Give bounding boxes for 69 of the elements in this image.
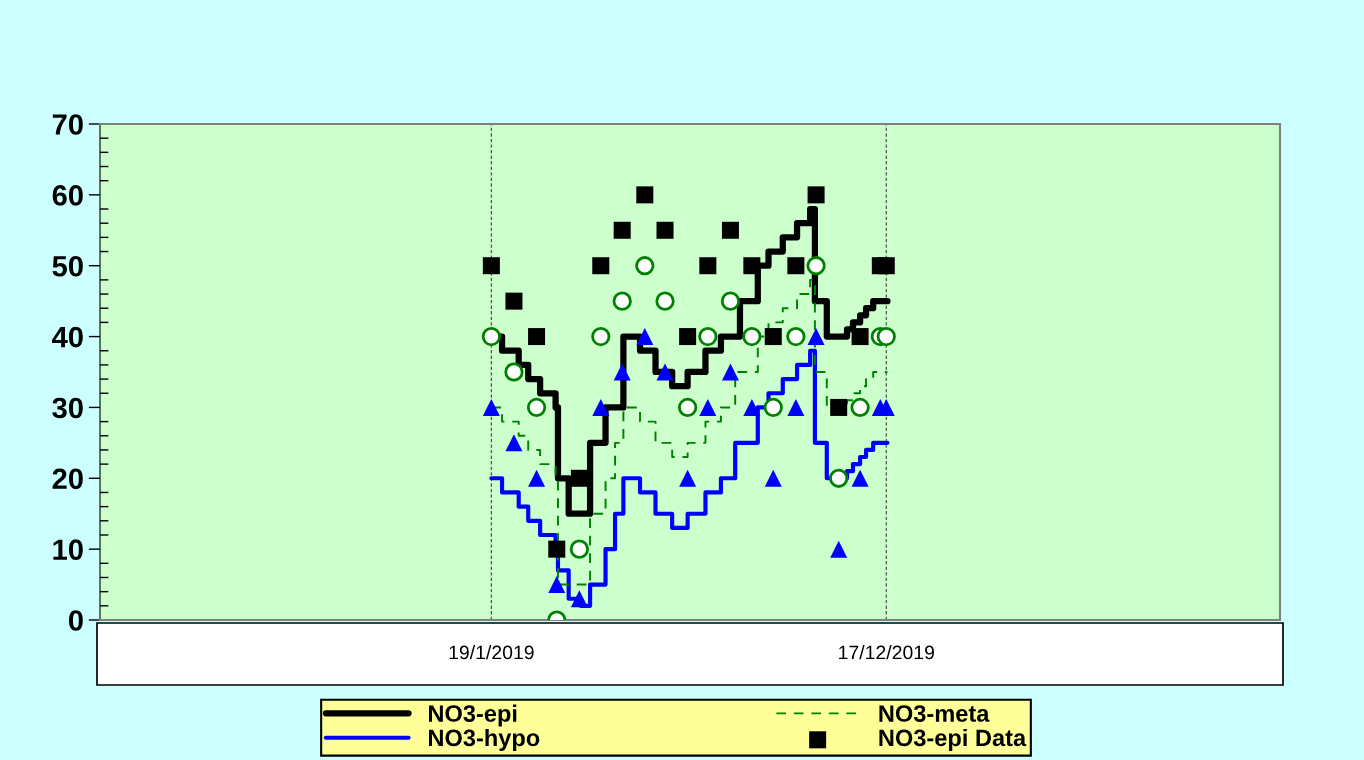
- point: [807, 186, 825, 204]
- point: [613, 363, 631, 381]
- point: [504, 362, 524, 382]
- point: [764, 328, 782, 346]
- point: [679, 328, 697, 346]
- point: [569, 539, 589, 559]
- point: [656, 221, 674, 239]
- point: [679, 469, 697, 487]
- point: [721, 221, 739, 239]
- point: [592, 398, 610, 416]
- point: [851, 469, 869, 487]
- y-tick-label: 10: [53, 539, 83, 560]
- point: [482, 257, 500, 275]
- legend-label: NO3-epi Data: [879, 728, 1027, 751]
- point: [850, 397, 870, 418]
- point: [743, 398, 761, 416]
- point: [830, 398, 848, 416]
- x-tick-label: 19/1/2019: [449, 645, 534, 660]
- point: [851, 328, 869, 346]
- point: [612, 291, 632, 311]
- point: [830, 540, 848, 558]
- point: [786, 326, 806, 347]
- point: [720, 291, 741, 311]
- point: [787, 398, 805, 416]
- point: [481, 326, 501, 347]
- y-tick-label: 70: [52, 114, 83, 135]
- point: [806, 256, 826, 276]
- point: [528, 328, 546, 346]
- point: [876, 326, 896, 347]
- point: [528, 469, 546, 487]
- point: [526, 397, 547, 418]
- point: [570, 590, 588, 608]
- point: [763, 397, 783, 418]
- point: [743, 257, 761, 275]
- point: [591, 326, 611, 347]
- y-tick-label: 20: [52, 468, 83, 490]
- point: [742, 326, 762, 347]
- point: [655, 291, 675, 311]
- point: [787, 257, 805, 275]
- point: [570, 469, 588, 487]
- point: [829, 468, 849, 488]
- point: [678, 397, 698, 418]
- point: [635, 256, 655, 276]
- point: [613, 221, 631, 239]
- point: [721, 363, 739, 381]
- x-tick-label: 17/12/2019: [839, 645, 935, 660]
- legend-label: NO3-epi: [429, 704, 517, 727]
- point: [699, 257, 717, 275]
- point: [807, 328, 825, 346]
- point: [764, 469, 782, 487]
- point: [656, 363, 674, 381]
- point: [482, 398, 500, 416]
- point: [505, 292, 523, 310]
- point: [592, 257, 610, 275]
- y-tick-label: 60: [52, 185, 83, 206]
- point: [548, 540, 566, 558]
- point: [636, 186, 654, 204]
- point: [505, 434, 523, 452]
- point: [636, 328, 654, 346]
- point: [699, 398, 717, 416]
- legend-label: NO3-hypo: [429, 728, 540, 751]
- point: [698, 326, 718, 347]
- point: [548, 576, 566, 594]
- y-tick-label: 30: [52, 397, 83, 419]
- y-tick-label: 40: [52, 326, 83, 348]
- legend-label: NO3-meta: [879, 705, 990, 722]
- y-tick-label: 50: [52, 255, 83, 277]
- point: [877, 257, 895, 275]
- y-tick-label: 0: [68, 610, 83, 631]
